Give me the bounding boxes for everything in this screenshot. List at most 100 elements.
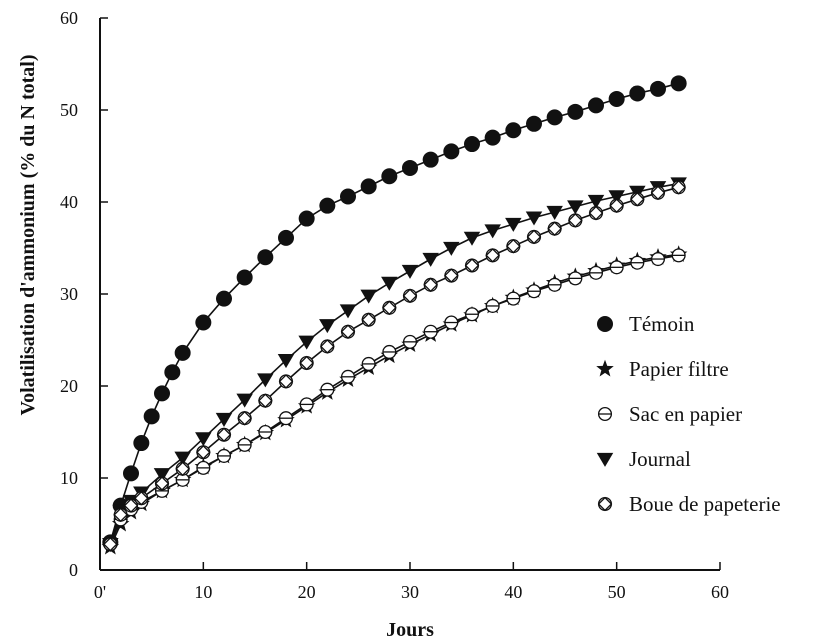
data-point-series-4 xyxy=(587,194,605,209)
data-point-series-3 xyxy=(402,334,418,349)
data-point-series-5 xyxy=(175,461,190,477)
data-point-series-3 xyxy=(237,437,252,452)
y-tick-label: 0 xyxy=(69,560,78,580)
y-tick-label: 50 xyxy=(60,100,78,120)
data-point-series-1 xyxy=(464,136,480,153)
data-point-series-4 xyxy=(174,451,191,466)
data-point-series-4 xyxy=(546,205,563,220)
data-point-series-1 xyxy=(670,75,687,92)
data-point-series-3 xyxy=(588,265,604,280)
legend-marker-4 xyxy=(596,452,614,467)
data-point-series-3 xyxy=(650,252,666,267)
data-point-series-1 xyxy=(505,122,522,139)
data-point-series-5 xyxy=(113,507,128,523)
data-point-series-1 xyxy=(381,168,398,185)
data-point-series-3 xyxy=(671,248,686,263)
data-point-series-4 xyxy=(608,190,625,205)
y-tick-label: 60 xyxy=(60,8,78,28)
x-tick-label: 40 xyxy=(504,582,522,602)
data-point-series-4 xyxy=(339,304,357,319)
data-point-series-1 xyxy=(608,90,625,107)
data-point-series-3 xyxy=(320,382,335,397)
data-point-series-5 xyxy=(671,179,686,195)
data-point-series-4 xyxy=(319,319,336,334)
data-point-series-5 xyxy=(402,288,418,304)
data-point-series-3 xyxy=(216,448,232,463)
series-curves xyxy=(109,82,679,548)
data-point-series-1 xyxy=(588,97,604,114)
data-point-series-4 xyxy=(381,276,398,291)
data-point-series-4 xyxy=(257,373,274,388)
data-point-series-5 xyxy=(547,221,562,236)
y-tick-label: 20 xyxy=(60,376,78,396)
data-point-series-5 xyxy=(609,198,624,213)
data-point-series-3 xyxy=(382,344,397,359)
data-point-series-1 xyxy=(164,364,181,381)
data-point-series-3 xyxy=(361,356,376,371)
y-axis-title: Volatilisation d'ammonium (% du N total) xyxy=(17,55,39,416)
data-point-series-1 xyxy=(298,210,315,227)
legend-label-5: Boue de papeterie xyxy=(629,492,781,516)
data-point-series-5 xyxy=(258,393,273,409)
data-point-series-3 xyxy=(196,460,211,475)
data-point-series-3 xyxy=(609,260,624,275)
data-point-series-1 xyxy=(567,103,584,120)
data-point-series-1 xyxy=(174,344,191,361)
data-point-series-4 xyxy=(195,432,212,447)
data-point-series-5 xyxy=(361,312,376,328)
legend-marker-5 xyxy=(597,496,613,512)
data-point-series-3 xyxy=(258,424,273,440)
data-point-series-1 xyxy=(133,435,150,452)
legend-marker-3 xyxy=(597,406,613,422)
data-point-series-4 xyxy=(422,252,439,267)
series-line-1 xyxy=(109,82,679,543)
data-point-series-5 xyxy=(154,476,170,491)
series-line-3 xyxy=(109,254,679,545)
data-point-series-5 xyxy=(630,191,645,207)
legend-label-4: Journal xyxy=(629,447,691,471)
data-point-series-1 xyxy=(195,314,212,331)
data-point-series-1 xyxy=(278,229,294,246)
data-point-series-4 xyxy=(505,217,522,232)
data-point-series-4 xyxy=(298,335,315,350)
data-point-series-1 xyxy=(422,151,439,168)
legend-marker-1 xyxy=(597,316,613,332)
series-line-4 xyxy=(109,182,679,545)
data-point-series-5 xyxy=(588,205,604,221)
data-point-series-4 xyxy=(443,241,460,256)
data-point-series-5 xyxy=(103,536,118,552)
data-point-series-1 xyxy=(650,80,666,97)
data-point-series-4 xyxy=(401,264,419,279)
data-point-series-3 xyxy=(423,324,438,339)
series-line-5 xyxy=(109,186,679,545)
x-tick-label: 0' xyxy=(94,582,106,602)
data-point-series-3 xyxy=(547,277,562,292)
data-point-series-1 xyxy=(236,269,253,286)
data-point-series-5 xyxy=(423,277,438,293)
data-point-series-3 xyxy=(464,307,480,322)
data-point-series-5 xyxy=(237,410,252,426)
data-point-series-3 xyxy=(278,411,294,426)
data-point-series-1 xyxy=(484,129,501,146)
x-tick-label: 60 xyxy=(711,582,729,602)
data-point-series-5 xyxy=(196,444,211,460)
data-point-series-5 xyxy=(320,339,335,354)
data-point-series-5 xyxy=(506,238,521,254)
data-point-series-4 xyxy=(567,200,584,215)
x-tick-label: 10 xyxy=(194,582,212,602)
data-point-series-1 xyxy=(123,465,139,482)
data-point-series-1 xyxy=(154,385,170,402)
legend-marker-2 xyxy=(596,359,614,377)
data-point-series-1 xyxy=(257,249,274,266)
data-point-series-1 xyxy=(340,188,356,205)
data-point-series-3 xyxy=(568,271,583,286)
data-point-series-3 xyxy=(340,369,356,384)
data-point-series-5 xyxy=(464,258,480,273)
data-point-series-5 xyxy=(299,355,314,371)
data-point-series-1 xyxy=(360,178,377,195)
data-point-series-3 xyxy=(506,291,521,306)
data-point-series-5 xyxy=(444,268,459,283)
y-tick-label: 30 xyxy=(60,284,78,304)
data-point-series-4 xyxy=(153,468,171,483)
